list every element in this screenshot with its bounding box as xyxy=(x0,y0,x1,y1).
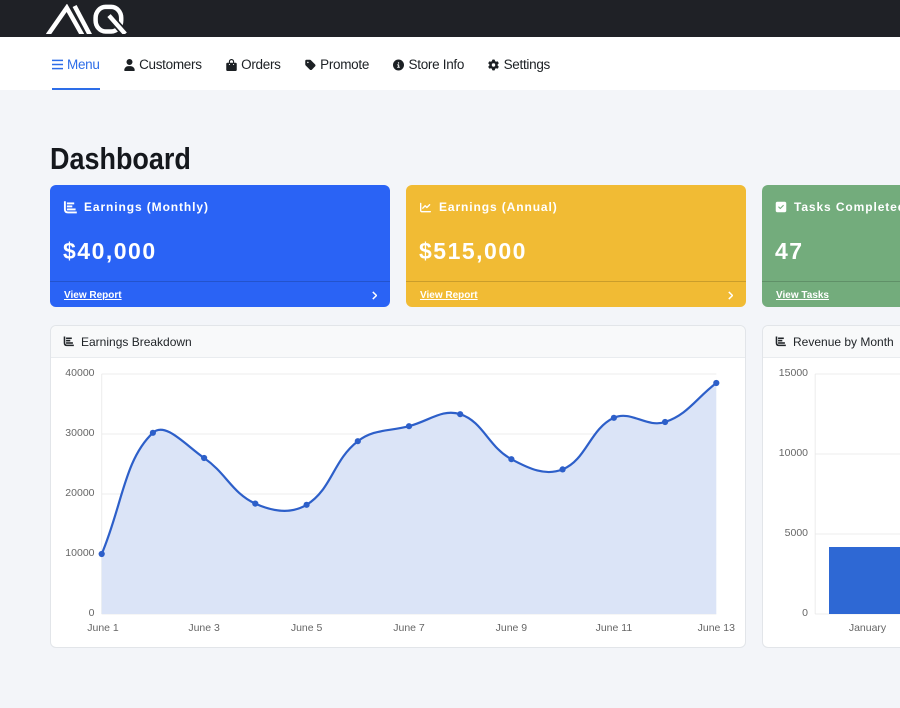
svg-text:June 11: June 11 xyxy=(596,622,633,634)
svg-text:40000: 40000 xyxy=(65,367,94,379)
svg-text:5000: 5000 xyxy=(785,527,809,539)
svg-text:June 9: June 9 xyxy=(496,622,528,634)
svg-text:15000: 15000 xyxy=(779,367,808,379)
svg-text:June 5: June 5 xyxy=(291,622,323,634)
svg-text:January: January xyxy=(849,622,887,634)
svg-text:June 13: June 13 xyxy=(698,622,736,634)
svg-text:June 7: June 7 xyxy=(393,622,425,634)
svg-text:10000: 10000 xyxy=(779,447,808,459)
svg-text:20000: 20000 xyxy=(65,487,94,499)
svg-text:30000: 30000 xyxy=(65,427,94,439)
svg-text:0: 0 xyxy=(802,607,808,619)
svg-text:June 1: June 1 xyxy=(87,622,119,634)
svg-text:10000: 10000 xyxy=(65,547,94,559)
svg-text:0: 0 xyxy=(89,607,95,619)
svg-text:June 3: June 3 xyxy=(188,622,220,634)
